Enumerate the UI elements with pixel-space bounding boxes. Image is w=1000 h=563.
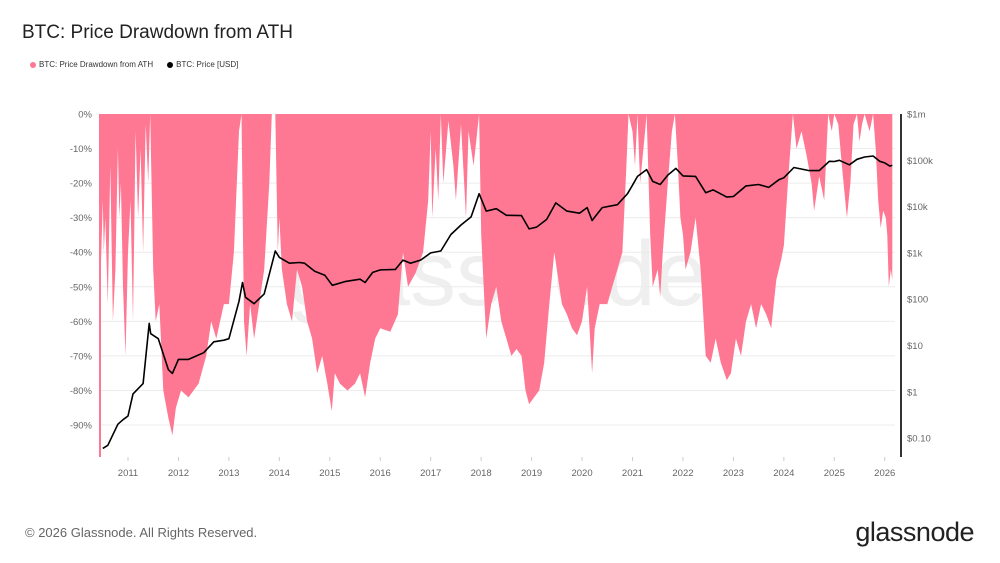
y-left-tick-label: -10%: [70, 144, 93, 155]
glassnode-logo[interactable]: glassnode: [855, 517, 974, 547]
y-right-tick-label: $1k: [907, 248, 923, 259]
y-left-tick-label: 0%: [78, 110, 92, 121]
copyright-text: © 2026 Glassnode. All Rights Reserved.: [25, 525, 258, 540]
x-tick-label: 2017: [420, 468, 441, 479]
legend-item-drawdown[interactable]: BTC: Price Drawdown from ATH: [30, 60, 153, 69]
y-left-tick-label: -70%: [70, 351, 93, 362]
y-left-tick-label: -50%: [70, 282, 93, 293]
y-left-tick-label: -20%: [70, 179, 93, 190]
x-tick-label: 2014: [269, 468, 290, 479]
legend-swatch-drawdown: [30, 61, 36, 68]
price-line: [102, 155, 893, 450]
y-right-tick-label: $0.10: [907, 434, 931, 445]
x-tick-label: 2023: [723, 468, 744, 479]
chart-title: BTC: Price Drawdown from ATH: [22, 22, 293, 43]
legend: BTC: Price Drawdown from ATH BTC: Price …: [30, 60, 238, 69]
y-left-tick-label: -30%: [70, 213, 93, 224]
legend-swatch-price: [167, 61, 174, 68]
legend-item-price[interactable]: BTC: Price [USD]: [167, 60, 238, 69]
y-right-tick-label: $10: [907, 341, 923, 352]
drawdown-area: [100, 114, 893, 436]
x-tick-label: 2015: [319, 468, 340, 479]
x-tick-label: 2012: [168, 468, 189, 479]
x-tick-label: 2013: [218, 468, 239, 479]
x-tick-label: 2025: [824, 468, 845, 479]
x-tick-label: 2024: [773, 468, 794, 479]
y-left-tick-label: -60%: [70, 317, 93, 328]
y-right-tick-label: $1: [907, 387, 918, 398]
y-right-tick-label: $10k: [907, 202, 928, 213]
x-tick-label: 2018: [471, 468, 492, 479]
x-tick-label: 2019: [521, 468, 542, 479]
legend-label-drawdown: BTC: Price Drawdown from ATH: [39, 60, 154, 69]
y-left-tick-label: -90%: [70, 421, 93, 432]
y-right-tick-label: $100: [907, 295, 928, 306]
x-tick-label: 2011: [118, 468, 138, 479]
y-right-tick-label: $1m: [907, 110, 926, 121]
y-left-tick-label: -80%: [70, 386, 93, 397]
x-tick-label: 2026: [874, 468, 895, 479]
x-tick-label: 2021: [622, 468, 643, 479]
legend-label-price: BTC: Price [USD]: [176, 60, 239, 69]
x-tick-label: 2022: [672, 468, 693, 479]
y-right-tick-label: $100k: [907, 156, 933, 167]
y-left-tick-label: -40%: [70, 248, 93, 259]
x-tick-label: 2016: [370, 468, 391, 479]
x-tick-label: 2020: [571, 468, 592, 479]
